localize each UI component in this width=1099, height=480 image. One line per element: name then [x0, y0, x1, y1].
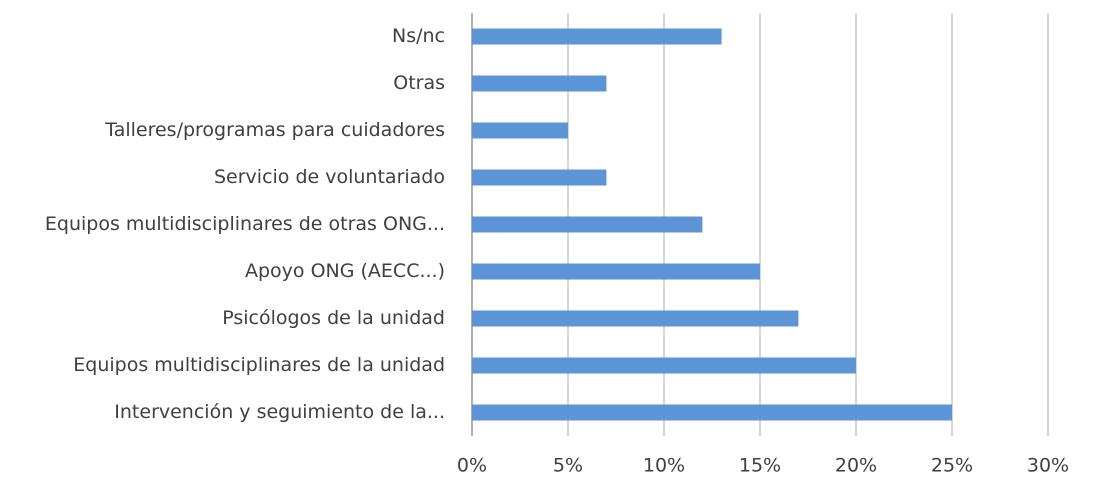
bar — [472, 169, 607, 186]
bar — [472, 357, 856, 374]
x-tick-label: 10% — [643, 455, 685, 477]
bar — [472, 216, 703, 233]
bar — [472, 28, 722, 45]
y-tick-label: Talleres/programas para cuidadores — [104, 119, 445, 141]
x-tick-label: 5% — [553, 455, 583, 477]
bar — [472, 310, 799, 327]
x-tick-label: 0% — [457, 455, 487, 477]
bar — [472, 122, 568, 139]
y-tick-label: Servicio de voluntariado — [214, 166, 445, 188]
y-tick-label: Ns/nc — [392, 25, 445, 47]
y-tick-label: Psicólogos de la unidad — [222, 307, 445, 329]
y-tick-label: Apoyo ONG (AECC...) — [245, 260, 445, 282]
bar — [472, 263, 760, 280]
y-tick-label: Intervención y seguimiento de la... — [114, 401, 445, 423]
bar — [472, 75, 607, 92]
y-tick-label: Equipos multidisciplinares de la unidad — [73, 354, 445, 376]
x-tick-label: 30% — [1027, 455, 1069, 477]
x-tick-label: 20% — [835, 455, 877, 477]
bar — [472, 404, 952, 421]
y-tick-label: Equipos multidisciplinares de otras ONG.… — [45, 213, 445, 235]
y-tick-label: Otras — [393, 72, 445, 94]
x-tick-label: 25% — [931, 455, 973, 477]
x-tick-label: 15% — [739, 455, 781, 477]
